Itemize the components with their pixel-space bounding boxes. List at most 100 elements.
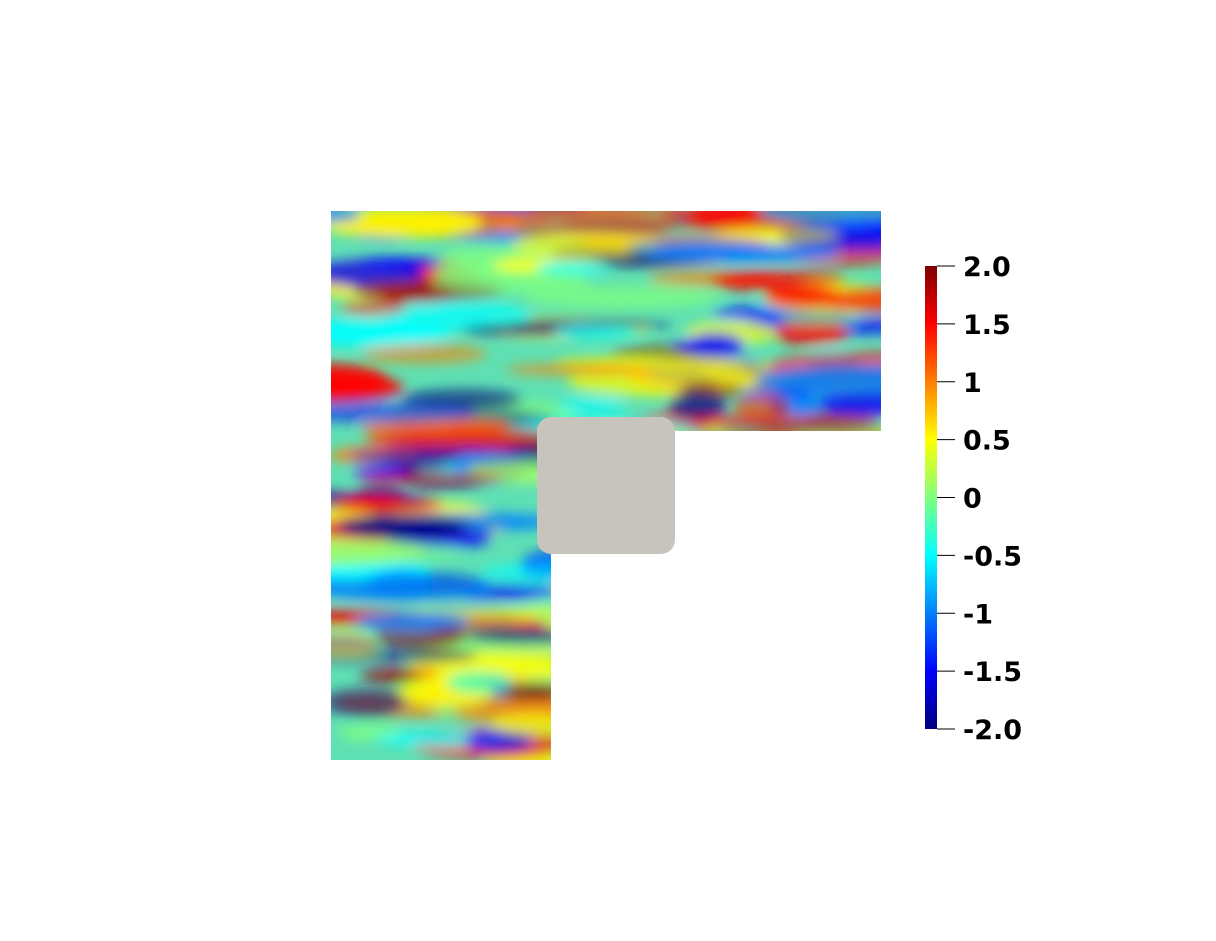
field-streak <box>357 471 503 485</box>
field-streak <box>619 582 771 603</box>
field-streak <box>792 671 859 693</box>
field-streak <box>331 542 462 561</box>
field-streak <box>331 645 381 657</box>
field-streak <box>510 232 664 257</box>
field-streak <box>573 573 709 593</box>
field-streak <box>490 712 582 736</box>
field-streak <box>552 703 740 720</box>
field-streak <box>788 674 881 691</box>
field-streak <box>758 633 825 655</box>
field-streak <box>552 575 696 596</box>
field-streak <box>340 299 407 316</box>
field-streak <box>664 489 820 515</box>
field-streak <box>571 709 630 736</box>
field-streak <box>466 627 589 644</box>
field-streak <box>522 211 682 214</box>
field-streak <box>754 742 881 756</box>
field-streak <box>783 607 881 634</box>
field-streak <box>713 272 771 291</box>
field-streak <box>779 221 881 251</box>
colorbar-tick-label: 0 <box>963 484 982 515</box>
field-streak <box>757 729 834 749</box>
field-streak <box>667 389 727 421</box>
field-streak <box>689 605 771 624</box>
field-streak <box>718 662 881 678</box>
colorbar-tick-label: -0.5 <box>963 541 1022 572</box>
field-streak <box>331 211 361 223</box>
field-streak <box>338 514 469 539</box>
field-streak <box>358 669 421 684</box>
field-streak <box>687 522 881 550</box>
field-streak <box>626 239 772 258</box>
field-streak <box>702 435 808 449</box>
field-streak <box>764 443 844 457</box>
field-streak <box>778 314 855 326</box>
field-streak <box>362 343 487 364</box>
field-streak <box>656 550 794 569</box>
field-streak <box>755 443 842 459</box>
colorbar: 2.0 1.5 1 0.5 0 -0.5 -1 -1.5 -2.0 <box>925 252 1022 746</box>
field-streak <box>650 533 843 548</box>
field-streak <box>643 711 722 723</box>
field-streak <box>660 697 757 725</box>
field-streak <box>784 437 881 469</box>
field-streak <box>544 583 676 598</box>
field-streak <box>374 624 467 648</box>
field-streak <box>331 688 406 718</box>
field-streak <box>366 569 433 599</box>
field-streak <box>690 211 761 228</box>
field-streak <box>779 629 881 647</box>
colorbar-tick-label: 0.5 <box>963 426 1011 457</box>
field-streak <box>649 589 703 612</box>
field-streak <box>365 426 558 452</box>
field-streak <box>651 665 724 693</box>
colorbar-tick-label: -2.0 <box>963 715 1022 746</box>
field-streak <box>583 740 744 757</box>
colorbar-tick-label: -1 <box>963 599 993 630</box>
field-streak <box>816 440 881 463</box>
field-streak <box>817 390 881 415</box>
field-streak <box>723 692 880 720</box>
colorbar-bar <box>925 266 937 729</box>
field-streak <box>615 685 712 696</box>
field-streak <box>350 447 532 465</box>
field-streak <box>331 363 388 396</box>
field-streak <box>643 720 808 738</box>
field-streak <box>741 428 799 460</box>
field-streak <box>707 440 847 468</box>
field-streak <box>824 470 881 490</box>
field-streak <box>664 534 742 546</box>
field-streak <box>814 287 881 313</box>
field-streak <box>802 461 881 477</box>
field-streak <box>354 257 443 269</box>
field-streak <box>805 620 881 633</box>
field-streak <box>620 632 697 658</box>
colorbar-tick-label: 1.5 <box>963 310 1011 341</box>
field-streak <box>740 578 833 606</box>
field-streak <box>589 674 682 703</box>
field-streak <box>573 601 725 626</box>
field-streak <box>733 394 790 421</box>
field-streak <box>505 363 656 376</box>
field-streak <box>674 338 741 351</box>
field-streak <box>700 703 881 731</box>
colorbar-tick-label: 2.0 <box>963 252 1011 283</box>
field-streak <box>706 686 812 707</box>
field-streak <box>816 520 881 531</box>
field-streak <box>640 726 825 744</box>
field-streak <box>819 537 872 562</box>
field-streak <box>514 318 674 329</box>
field-streak <box>331 647 478 664</box>
field-streak <box>680 602 774 619</box>
field-streak <box>557 397 626 413</box>
field-streak <box>772 321 850 345</box>
field-streak <box>771 458 826 482</box>
field-streak <box>759 667 881 694</box>
field-streak <box>331 319 451 347</box>
field-streak <box>430 271 593 295</box>
field-streak <box>523 285 721 310</box>
field-streak <box>763 745 851 760</box>
field-streak <box>780 567 881 584</box>
field-streak <box>684 415 881 426</box>
field-streak <box>494 211 676 239</box>
